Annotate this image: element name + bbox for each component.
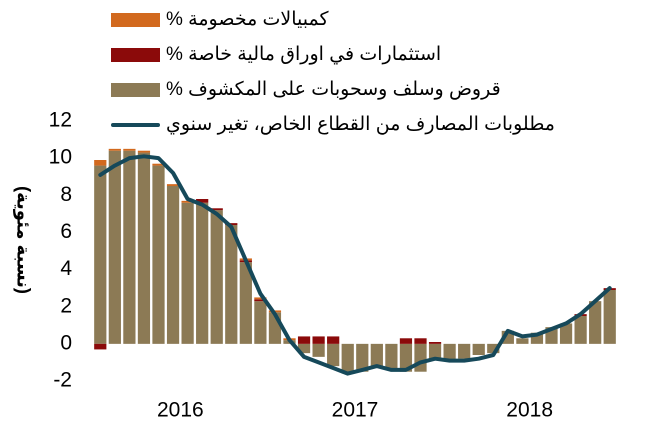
bar-segment [414, 343, 427, 372]
bar-segment [152, 163, 165, 166]
x-tick-label: 2016 [157, 399, 204, 422]
bar-segment [254, 297, 267, 300]
legend-swatch [111, 122, 160, 127]
bar-segment [516, 338, 529, 344]
bar-segment [428, 343, 442, 359]
bar-segment [530, 332, 544, 344]
y-tick-label: 8 [60, 183, 72, 206]
bar-segment [210, 210, 223, 344]
bar-segment [166, 186, 180, 344]
bar-segment [210, 208, 223, 211]
bar-segment [108, 148, 121, 151]
bar-segment [341, 343, 354, 374]
bar-segment [137, 152, 151, 344]
bar-segment [603, 290, 616, 344]
bar-segment [589, 301, 602, 344]
bar-segment [123, 150, 136, 344]
legend-swatch [111, 12, 160, 27]
bar-segment [458, 343, 471, 359]
bar-segment [297, 343, 311, 354]
y-tick-label: 12 [49, 109, 72, 132]
bar-segment [254, 299, 267, 302]
bar-segment [574, 316, 587, 344]
legend-item: كمبيالات مخصومة % [111, 2, 555, 37]
bar-segment [108, 150, 121, 344]
bar-segment [559, 323, 573, 344]
bar-segment [196, 202, 209, 344]
legend-item: قروض وسلف وسحوبات على المكشوف % [111, 72, 555, 107]
bar-segment [399, 343, 413, 372]
legend-swatch [111, 82, 160, 97]
bar-segment [385, 343, 398, 370]
bar-segment [443, 343, 456, 361]
bar-segment [94, 160, 107, 166]
bar-segment [297, 336, 311, 344]
y-tick-label: 2 [60, 294, 72, 317]
bar-segment [414, 338, 427, 344]
y-tick-label: 6 [60, 220, 72, 243]
legend-label: قروض وسلف وسحوبات على المكشوف % [166, 79, 501, 100]
bar-segment [181, 202, 194, 344]
bar-segment [196, 199, 209, 203]
x-tick-label: 2018 [506, 399, 553, 422]
bar-segment [166, 184, 180, 186]
bar-segment [123, 148, 136, 151]
bar-segment [181, 200, 194, 203]
bar-segment [356, 343, 369, 372]
bar-segment [399, 338, 413, 344]
bar-segment [370, 343, 383, 368]
bar-segment [152, 165, 165, 344]
bar-segment [312, 343, 325, 357]
x-tick-label: 2017 [332, 399, 379, 422]
legend: كمبيالات مخصومة % استثمارات في اوراق مالي… [111, 2, 555, 142]
bar-segment [239, 262, 252, 344]
legend-item: مطلوبات المصارف من القطاع الخاص، تغير سن… [111, 107, 555, 142]
line [98, 154, 612, 376]
bar-segment [487, 343, 500, 354]
legend-label: مطلوبات المصارف من القطاع الخاص، تغير سن… [166, 114, 555, 135]
bar-segment [94, 343, 107, 350]
bar-segment [428, 342, 442, 344]
bar-segment [472, 343, 485, 355]
bar-segment [225, 223, 238, 225]
y-tick-label: 4 [60, 257, 72, 280]
legend-swatch [111, 47, 160, 62]
bar-segment [327, 343, 340, 367]
bar-segment [327, 336, 340, 344]
y-tick-label: -2 [53, 369, 72, 392]
legend-label: كمبيالات مخصومة % [166, 9, 329, 30]
y-axis-label: (نسبة مئوية) [12, 186, 33, 294]
y-tick-label: 10 [49, 146, 72, 169]
legend-label: استثمارات في اوراق مالية خاصة % [166, 44, 442, 65]
bar-segment [225, 225, 238, 344]
bar-segment [312, 336, 325, 344]
legend-item: استثمارات في اوراق مالية خاصة % [111, 37, 555, 72]
y-tick-label: 0 [60, 331, 72, 354]
bar-segment [254, 301, 267, 344]
bar-segment [94, 165, 107, 344]
bar-segment [137, 150, 151, 153]
